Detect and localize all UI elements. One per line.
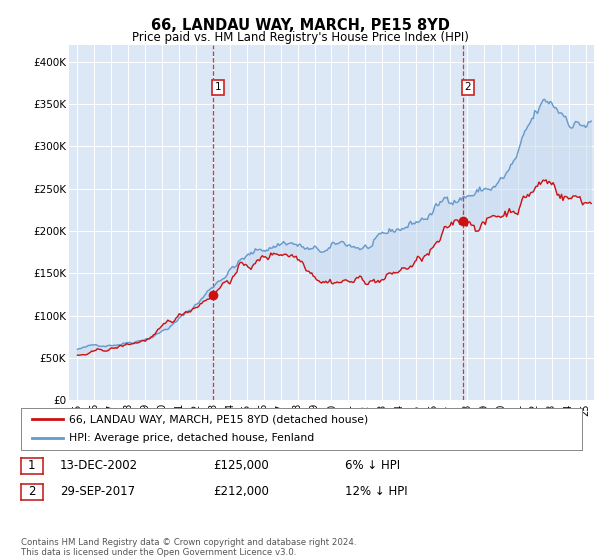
Text: 6% ↓ HPI: 6% ↓ HPI — [345, 459, 400, 473]
Text: Contains HM Land Registry data © Crown copyright and database right 2024.
This d: Contains HM Land Registry data © Crown c… — [21, 538, 356, 557]
Text: £125,000: £125,000 — [213, 459, 269, 473]
Text: HPI: Average price, detached house, Fenland: HPI: Average price, detached house, Fenl… — [68, 433, 314, 444]
Text: 13-DEC-2002: 13-DEC-2002 — [60, 459, 138, 473]
Text: 12% ↓ HPI: 12% ↓ HPI — [345, 485, 407, 498]
Text: 66, LANDAU WAY, MARCH, PE15 8YD (detached house): 66, LANDAU WAY, MARCH, PE15 8YD (detache… — [68, 414, 368, 424]
Text: Price paid vs. HM Land Registry's House Price Index (HPI): Price paid vs. HM Land Registry's House … — [131, 31, 469, 44]
Text: 1: 1 — [215, 82, 221, 92]
Text: £212,000: £212,000 — [213, 485, 269, 498]
Text: 2: 2 — [28, 485, 35, 498]
Text: 66, LANDAU WAY, MARCH, PE15 8YD: 66, LANDAU WAY, MARCH, PE15 8YD — [151, 18, 449, 33]
Text: 2: 2 — [464, 82, 471, 92]
Text: 1: 1 — [28, 459, 35, 473]
Text: 29-SEP-2017: 29-SEP-2017 — [60, 485, 135, 498]
